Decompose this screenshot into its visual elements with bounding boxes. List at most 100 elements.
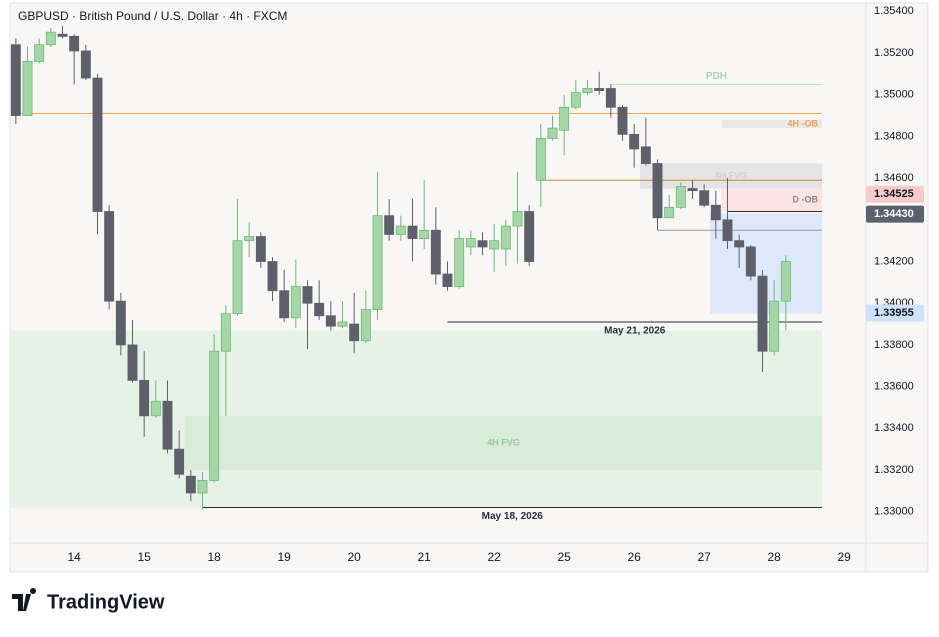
level-label: PDH [706, 71, 727, 82]
x-tick-label: 25 [557, 550, 571, 564]
price-tag-label: 1.34430 [874, 208, 914, 220]
candle-body [535, 138, 546, 181]
candle-body [314, 302, 325, 317]
zone-label: 4H FVG [715, 170, 748, 180]
y-tick-label: 1.34600 [874, 172, 914, 184]
candle-body [617, 106, 628, 135]
y-tick-label: 1.33800 [874, 339, 914, 351]
candle-body [454, 238, 465, 287]
y-tick-label: 1.35000 [874, 89, 914, 101]
candle-body [465, 238, 476, 248]
candle-body [337, 321, 348, 327]
x-tick-label: 19 [277, 550, 291, 564]
candle-body [757, 275, 768, 352]
candle-body [652, 163, 663, 219]
candle-body [430, 229, 441, 275]
price-tag [866, 304, 924, 322]
candle-body [290, 286, 301, 319]
x-tick-label: 26 [627, 550, 641, 564]
candle-body [407, 225, 418, 239]
y-tick-label: 1.34200 [874, 255, 914, 267]
candle-body [244, 236, 255, 242]
x-tick-label: 15 [137, 550, 151, 564]
candle-body [232, 240, 243, 315]
candles-layer [10, 25, 791, 510]
candle-body [500, 225, 511, 250]
y-tick-label: 1.33200 [874, 464, 914, 476]
candle-body [325, 315, 336, 327]
candle-body [220, 313, 231, 352]
candle-body [687, 188, 698, 192]
candle-body [139, 379, 150, 417]
candle-body [174, 448, 185, 475]
candle-body [267, 261, 278, 292]
candle-body [92, 77, 103, 212]
candle-body [489, 240, 500, 250]
candle-body [395, 225, 406, 235]
candle-body [360, 309, 371, 342]
price-tag-label: 1.34525 [874, 188, 914, 200]
candle-body [640, 146, 651, 164]
candle-body [629, 133, 640, 150]
candle-body [442, 273, 453, 287]
price-tag [866, 185, 924, 203]
candle-body [34, 44, 45, 62]
candle-body [594, 88, 605, 91]
candle-body [710, 204, 721, 221]
candle-body [279, 290, 290, 319]
zone [721, 119, 822, 129]
x-tick-label: 29 [837, 550, 851, 564]
x-tick-label: 28 [767, 550, 781, 564]
candle-body [104, 211, 115, 302]
candle-body [419, 229, 430, 239]
candle-body [162, 400, 173, 450]
zone [640, 163, 822, 189]
y-tick-label: 1.33000 [874, 506, 914, 518]
candle-body [699, 190, 710, 206]
candle-body [45, 31, 56, 46]
candle-body [69, 35, 80, 52]
zone-label: 4H FVG [487, 437, 520, 447]
candle-body [664, 206, 675, 219]
candle-body [722, 219, 733, 242]
candle-body [675, 186, 686, 208]
candle-body [372, 215, 383, 310]
x-tick-label: 27 [697, 550, 711, 564]
price-tag [866, 205, 924, 223]
y-tick-label: 1.33600 [874, 381, 914, 393]
candle-body [57, 33, 68, 37]
level-label: May 21, 2026 [604, 326, 666, 337]
candle-body [734, 240, 745, 248]
zone [185, 415, 822, 471]
zone-label: 4H -OB [787, 118, 818, 128]
chart-title: GBPUSD · British Pound / U.S. Dollar · 4… [18, 9, 287, 23]
candle-body [780, 261, 791, 302]
logo-icon [12, 588, 37, 611]
y-tick-label: 1.35400 [874, 5, 914, 17]
candle-body [209, 350, 220, 481]
candle-body [547, 127, 558, 139]
candle-body [605, 88, 616, 108]
candle-body [477, 240, 488, 248]
candle-body [582, 88, 593, 94]
candle-body [10, 44, 21, 116]
x-tick-label: 14 [67, 550, 81, 564]
logo-text: TradingView [47, 591, 165, 613]
y-tick-label: 1.33400 [874, 422, 914, 434]
x-tick-label: 21 [417, 550, 431, 564]
candle-body [745, 246, 756, 277]
price-tag-label: 1.33955 [874, 307, 914, 319]
candle-body [115, 300, 126, 346]
candle-body [769, 300, 780, 352]
candle-body [127, 344, 138, 381]
candle-body [570, 92, 581, 108]
candle-body [150, 400, 161, 417]
x-tick-label: 18 [207, 550, 221, 564]
levels-layer: PDH May 21, 2026 May 18, 2026 [15, 71, 822, 522]
candle-body [384, 215, 395, 235]
x-tick-label: 20 [347, 550, 361, 564]
level-label: May 18, 2026 [482, 511, 544, 522]
candle-body [185, 475, 196, 494]
zone-label: D -OB [793, 194, 819, 204]
